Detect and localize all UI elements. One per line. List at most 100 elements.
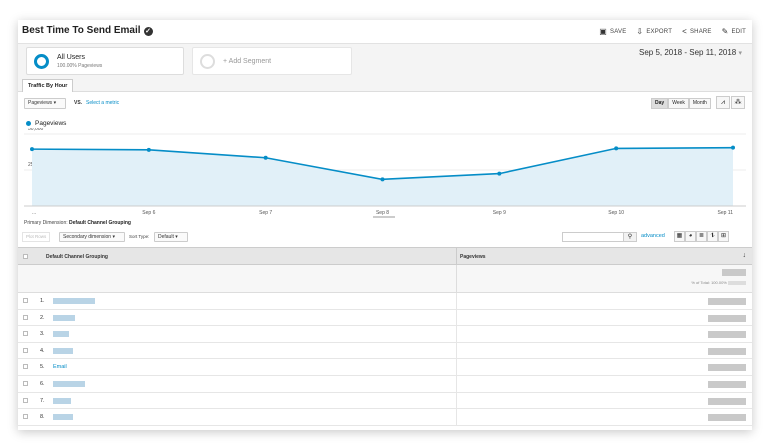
row-number: 3. xyxy=(40,331,45,338)
primary-dimension: Primary Dimension: Default Channel Group… xyxy=(24,220,131,226)
column-divider xyxy=(456,392,457,409)
motion-chart-view-button[interactable]: ⁂ xyxy=(731,96,745,109)
table-row: 5. Email xyxy=(18,359,752,376)
secondary-dimension-select[interactable]: Secondary dimension ▾ xyxy=(59,232,125,242)
plot-rows-button[interactable]: Plot Rows xyxy=(22,232,51,242)
legend-dot-icon xyxy=(26,121,31,126)
column-header-pageviews[interactable]: Pageviews xyxy=(460,254,486,260)
data-point xyxy=(263,155,268,160)
pivot-view-button[interactable]: ⊞ xyxy=(718,231,729,242)
segment-all-users[interactable]: All Users 100.00% Pageviews xyxy=(26,47,184,75)
legend-label: Pageviews xyxy=(35,120,67,127)
week-button[interactable]: Week xyxy=(668,98,689,109)
row-checkbox[interactable] xyxy=(23,347,28,353)
row-checkbox[interactable] xyxy=(23,314,28,320)
search-button[interactable]: ⚲ xyxy=(623,232,637,242)
date-range-text: Sep 5, 2018 - Sep 11, 2018 xyxy=(638,48,737,57)
x-tick-label: Sep 11 xyxy=(718,210,734,216)
redacted-pageviews-value xyxy=(708,331,746,339)
row-checkbox[interactable] xyxy=(23,380,28,386)
table-view-buttons: ▦ ◕ ≣ ⥮ ⊞ xyxy=(674,231,729,242)
data-point xyxy=(30,147,34,152)
redacted-channel-link[interactable] xyxy=(53,298,95,304)
vs-label: VS. xyxy=(74,100,83,106)
x-tick-label: Sep 9 xyxy=(493,210,506,216)
table-row: 7. xyxy=(18,392,752,410)
header-actions: ▣ SAVE ⇩ EXPORT < SHARE ✎ EDIT xyxy=(599,27,746,36)
row-number: 8. xyxy=(40,414,45,421)
granularity-buttons: Day Week Month xyxy=(651,98,711,109)
comparison-view-button[interactable]: ⥮ xyxy=(707,231,718,242)
export-button[interactable]: ⇩ EXPORT xyxy=(636,27,672,36)
save-label: SAVE xyxy=(610,28,627,35)
chevron-down-icon: ▾ xyxy=(175,234,178,240)
add-segment-button[interactable]: + Add Segment xyxy=(192,47,352,75)
verified-icon: ✓ xyxy=(143,27,153,36)
metric-select[interactable]: Pageviews ▾ xyxy=(24,98,66,109)
x-tick-label: Sep 10 xyxy=(608,210,624,216)
row-channel-link[interactable]: Email xyxy=(53,364,67,371)
redacted-pageviews-value xyxy=(708,414,746,422)
chart-legend: Pageviews xyxy=(26,120,66,127)
row-number: 4. xyxy=(40,347,45,354)
select-metric-link[interactable]: Select a metric xyxy=(86,100,120,106)
line-chart-view-button[interactable]: ⩘ xyxy=(716,96,730,109)
totals-note: % of Total: 100.00% xyxy=(691,280,746,285)
report-header: Best Time To Send Email ✓ ▣ SAVE ⇩ EXPORT… xyxy=(18,20,752,44)
x-tick-label: Sep 8 xyxy=(376,210,389,216)
edit-label: EDIT xyxy=(731,28,746,35)
segment-subtitle: 100.00% Pageviews xyxy=(57,63,103,69)
secondary-dimension-label: Secondary dimension xyxy=(63,234,112,240)
row-number: 2. xyxy=(40,314,45,321)
day-button[interactable]: Day xyxy=(651,98,669,109)
tab-traffic-by-hour[interactable]: Traffic By Hour xyxy=(22,79,74,92)
redacted-channel-link[interactable] xyxy=(53,414,73,421)
chart-toolbar: Pageviews ▾ VS. Select a metric Day Week… xyxy=(18,93,752,115)
advanced-filter-link[interactable]: advanced xyxy=(641,233,665,239)
redacted-total-sub xyxy=(728,280,746,285)
primary-dimension-value[interactable]: Default Channel Grouping xyxy=(69,220,131,226)
row-checkbox[interactable] xyxy=(23,397,28,403)
primary-dimension-label: Primary Dimension: xyxy=(24,220,68,226)
data-point xyxy=(146,147,151,152)
performance-view-button[interactable]: ≣ xyxy=(696,231,707,242)
grid-icon: ▦ xyxy=(676,233,683,239)
redacted-channel-link[interactable] xyxy=(53,331,69,338)
redacted-channel-link[interactable] xyxy=(53,397,71,404)
redacted-channel-link[interactable] xyxy=(53,314,75,321)
row-checkbox[interactable] xyxy=(23,331,28,337)
column-divider xyxy=(456,359,457,375)
row-checkbox[interactable] xyxy=(23,298,28,303)
data-table-view-button[interactable]: ▦ xyxy=(674,231,685,242)
column-divider xyxy=(456,293,457,309)
edit-button[interactable]: ✎ EDIT xyxy=(722,27,746,36)
chevron-down-icon: ▾ xyxy=(112,234,115,240)
column-header-channel[interactable]: Default Channel Grouping xyxy=(46,254,108,260)
sort-type-select[interactable]: Default ▾ xyxy=(154,232,188,242)
redacted-channel-link[interactable] xyxy=(53,347,73,354)
x-tick-label: ... xyxy=(32,210,36,216)
pie-view-button[interactable]: ◕ xyxy=(685,231,696,242)
totals-row: % of Total: 100.00% xyxy=(18,265,752,293)
page-title: Best Time To Send Email ✓ xyxy=(22,25,153,36)
x-tick-label: Sep 7 xyxy=(259,210,272,216)
month-button[interactable]: Month xyxy=(688,98,711,109)
redacted-channel-link[interactable] xyxy=(53,380,85,387)
table-row: 8. xyxy=(18,409,752,426)
search-icon: ⚲ xyxy=(627,234,633,240)
table-row: 4. xyxy=(18,342,752,360)
segment-ring-icon xyxy=(34,54,49,69)
save-icon: ▣ xyxy=(599,27,608,36)
save-button[interactable]: ▣ SAVE xyxy=(599,27,626,36)
sort-desc-icon[interactable]: ↓ xyxy=(742,252,747,259)
select-all-checkbox[interactable] xyxy=(23,254,28,259)
row-checkbox[interactable] xyxy=(23,364,28,370)
table-row: 6. xyxy=(18,375,752,393)
chart-resize-handle xyxy=(373,216,395,218)
share-button[interactable]: < SHARE xyxy=(682,27,712,36)
date-range-picker[interactable]: Sep 5, 2018 - Sep 11, 2018 ▾ xyxy=(639,48,742,57)
table-header: Default Channel Grouping Pageviews ↓ xyxy=(18,247,752,265)
redacted-pageviews-value xyxy=(708,314,746,322)
row-checkbox[interactable] xyxy=(23,414,28,420)
